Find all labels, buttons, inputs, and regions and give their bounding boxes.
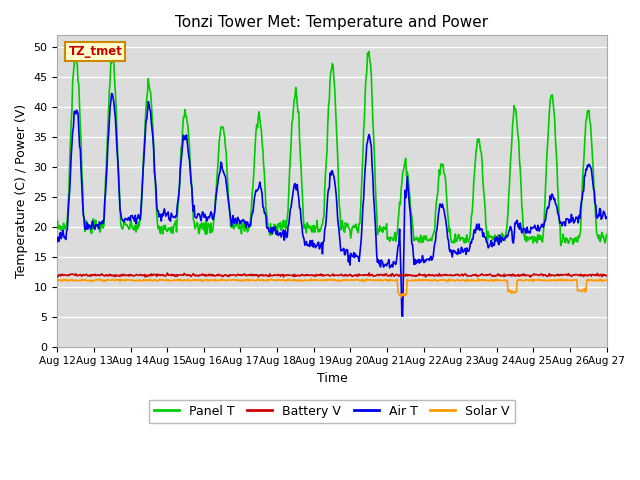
X-axis label: Time: Time <box>317 372 348 385</box>
Text: TZ_tmet: TZ_tmet <box>68 45 122 58</box>
Y-axis label: Temperature (C) / Power (V): Temperature (C) / Power (V) <box>15 104 28 278</box>
Title: Tonzi Tower Met: Temperature and Power: Tonzi Tower Met: Temperature and Power <box>175 15 488 30</box>
Legend: Panel T, Battery V, Air T, Solar V: Panel T, Battery V, Air T, Solar V <box>149 400 515 423</box>
